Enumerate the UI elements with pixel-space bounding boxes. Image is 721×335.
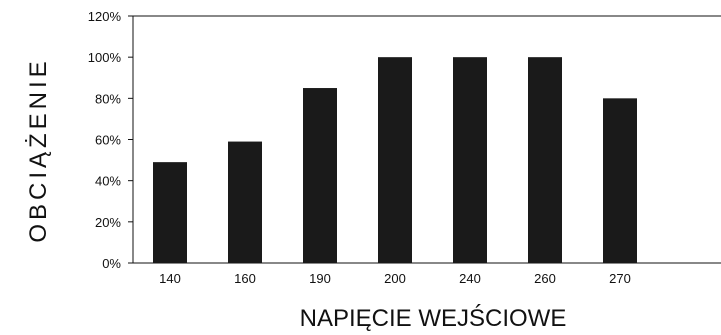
y-tick-label: 20% xyxy=(95,215,121,230)
x-ticks: 140 160 190 200 240 260 270 xyxy=(159,271,631,286)
bar-140 xyxy=(153,162,187,263)
y-tick-label: 120% xyxy=(88,9,122,24)
x-tick-label: 200 xyxy=(384,271,406,286)
bar-270 xyxy=(603,98,637,263)
bar-200 xyxy=(378,57,412,263)
y-tick-label: 40% xyxy=(95,174,121,189)
bar-160 xyxy=(228,141,262,263)
bar-190 xyxy=(303,88,337,264)
x-tick-label: 260 xyxy=(534,271,556,286)
y-tick-label: 100% xyxy=(88,50,122,65)
y-ticks: 0% 20% 40% 60% 80% 100% 120% xyxy=(88,9,133,271)
y-tick-label: 80% xyxy=(95,91,121,106)
x-tick-label: 140 xyxy=(159,271,181,286)
bars xyxy=(153,57,637,264)
bar-240 xyxy=(453,57,487,263)
y-tick-label: 60% xyxy=(95,133,121,148)
x-tick-label: 240 xyxy=(459,271,481,286)
bar-260 xyxy=(528,57,562,263)
x-tick-label: 270 xyxy=(609,271,631,286)
y-tick-label: 0% xyxy=(102,256,121,271)
y-axis-title: OBCIĄŻENIE xyxy=(25,57,52,242)
x-tick-label: 160 xyxy=(234,271,256,286)
x-tick-label: 190 xyxy=(309,271,331,286)
x-axis-title: NAPIĘCIE WEJŚCIOWE xyxy=(300,304,567,332)
